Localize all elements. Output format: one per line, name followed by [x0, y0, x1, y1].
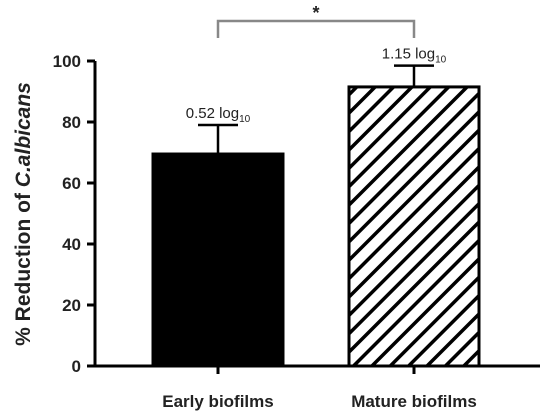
y-tick-label: 80: [62, 113, 81, 132]
bar-annotations: 0.52 log10 1.15 log10: [186, 46, 447, 125]
bar-annotation: 0.52 log10: [186, 105, 251, 125]
significance-marker: *: [216, 3, 416, 38]
y-tick-label: 100: [53, 52, 81, 71]
bar: [347, 85, 481, 368]
x-category-label: Early biofilms: [162, 392, 273, 411]
significance-bracket: [216, 19, 416, 38]
bars: [151, 64, 481, 368]
bar: [151, 152, 285, 368]
y-tick-label: 40: [62, 235, 81, 254]
y-tick-label: 60: [62, 174, 81, 193]
y-tick-label: 20: [62, 296, 81, 315]
significance-star: *: [312, 3, 319, 23]
bar-annotation: 1.15 log10: [382, 46, 447, 66]
x-category-label: Mature biofilms: [351, 392, 477, 411]
y-tick-label: 0: [72, 357, 81, 376]
y-axis-title: % Reduction of C.albicans: [12, 82, 35, 346]
